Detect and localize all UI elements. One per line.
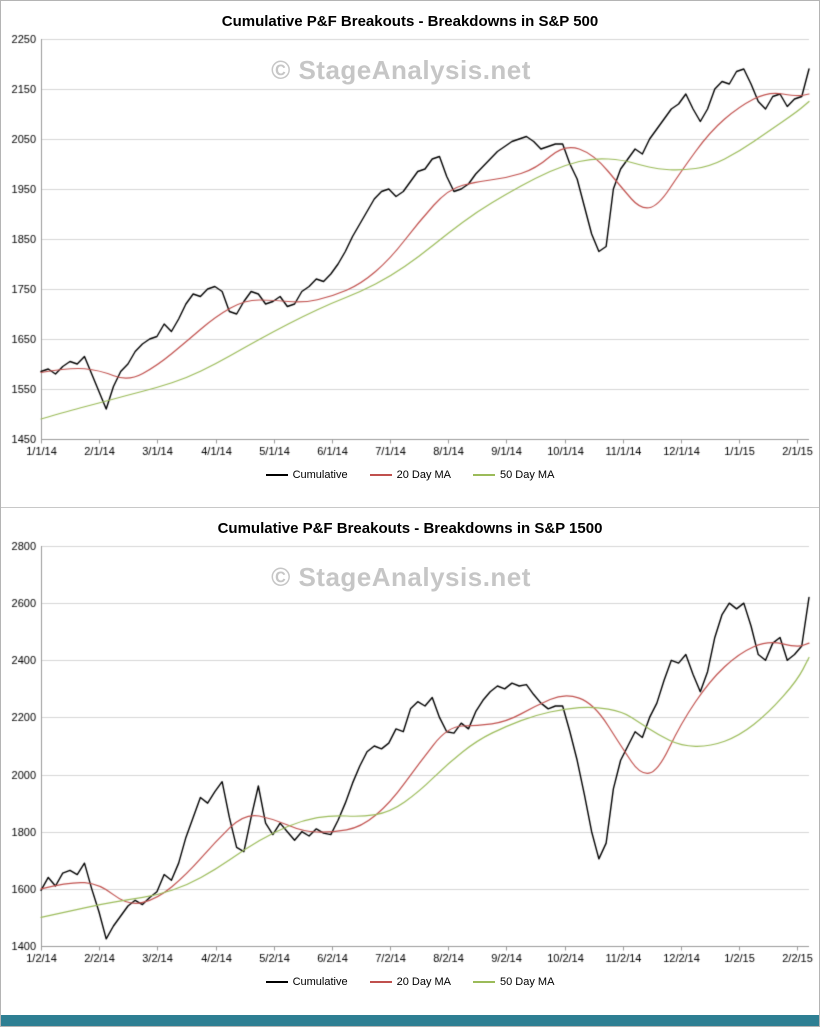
sp500-chart-canvas	[1, 33, 819, 465]
footer-bar	[1, 1015, 819, 1026]
legend-label-20dma: 20 Day MA	[396, 976, 452, 988]
legend-item-20dma: 20 Day MA	[369, 976, 452, 988]
sp1500-chart-panel: Cumulative P&F Breakouts - Breakdowns in…	[1, 508, 819, 1015]
legend-item-50dma: 50 Day MA	[473, 976, 554, 988]
legend-item-50dma: 50 Day MA	[473, 469, 554, 481]
sp500-chart-panel: Cumulative P&F Breakouts - Breakdowns in…	[1, 1, 819, 508]
legend-label-cumulative: Cumulative	[292, 976, 348, 988]
sp1500-chart-canvas	[1, 540, 819, 972]
cumulative-line-swatch	[265, 474, 288, 476]
cumulative-line-swatch	[265, 981, 288, 983]
sp1500-chart-title: Cumulative P&F Breakouts - Breakdowns in…	[217, 520, 603, 537]
ma20-line-swatch	[369, 981, 392, 983]
legend-label-20dma: 20 Day MA	[396, 469, 452, 481]
sp500-chart-title: Cumulative P&F Breakouts - Breakdowns in…	[221, 13, 599, 30]
legend-item-cumulative: Cumulative	[265, 469, 348, 481]
legend-item-20dma: 20 Day MA	[369, 469, 452, 481]
ma50-line-swatch	[473, 981, 496, 983]
legend-label-50dma: 50 Day MA	[500, 469, 555, 481]
ma50-line-swatch	[473, 474, 496, 476]
ma20-line-swatch	[369, 474, 392, 476]
sp1500-legend: Cumulative 20 Day MA 50 Day MA	[1, 976, 819, 988]
legend-item-cumulative: Cumulative	[265, 976, 348, 988]
sp500-legend: Cumulative 20 Day MA 50 Day MA	[1, 469, 819, 481]
legend-label-cumulative: Cumulative	[292, 469, 348, 481]
legend-label-50dma: 50 Day MA	[500, 976, 555, 988]
